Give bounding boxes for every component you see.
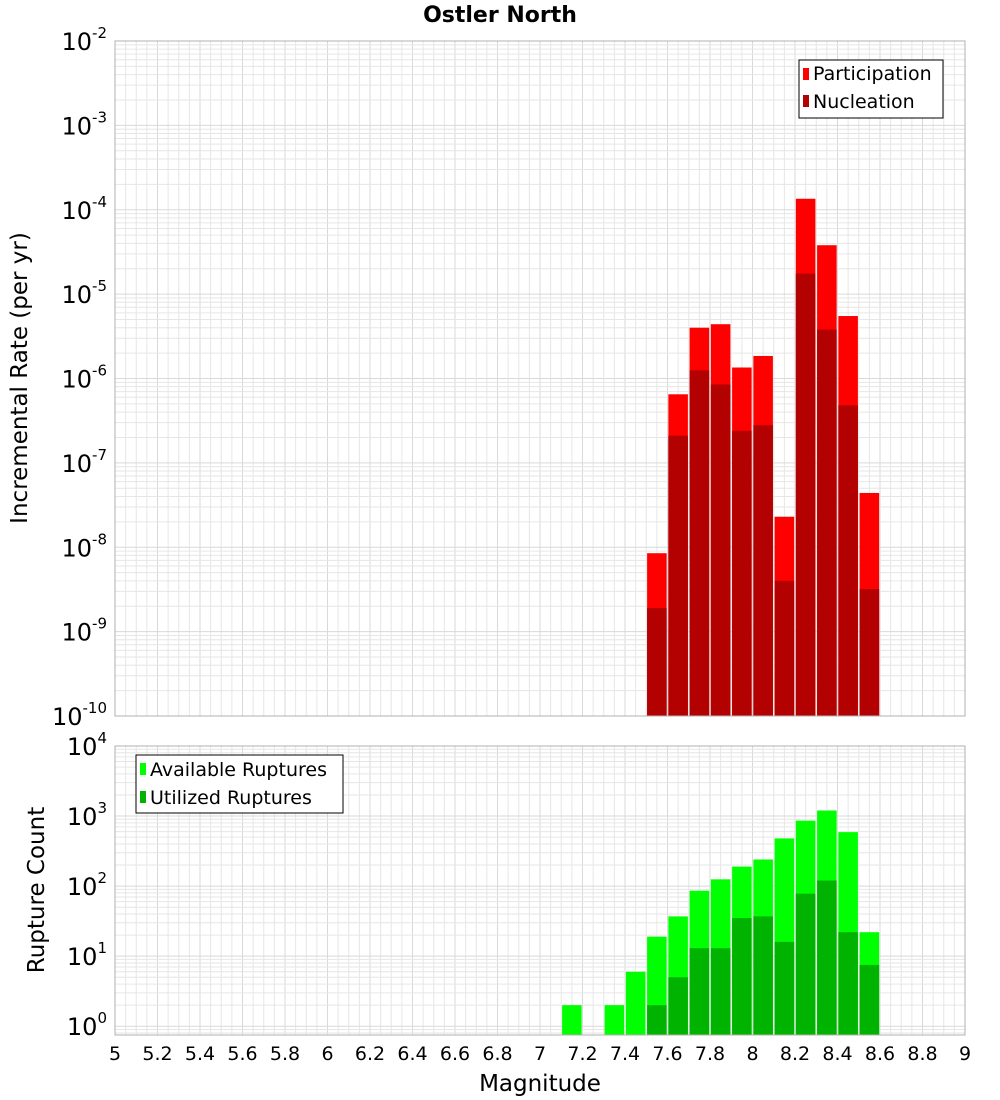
- x-tick-label: 6.6: [440, 1043, 470, 1065]
- bottom-bars: [562, 810, 880, 1035]
- top-plot-frame: [114, 40, 966, 717]
- bottom-bar-utilized-ruptures: [710, 948, 731, 1035]
- x-tick-label: 7.6: [652, 1043, 682, 1065]
- bottom-bar-utilized-ruptures: [732, 918, 752, 1035]
- top-bar-nucleation: [732, 430, 752, 716]
- y-tick-label: 10-2: [61, 24, 107, 56]
- x-tick-label: 7.8: [695, 1043, 725, 1065]
- top-bar-nucleation: [838, 405, 858, 716]
- y-tick-label: 10-10: [52, 699, 107, 731]
- y-tick-label: 10-8: [61, 530, 107, 562]
- legend-label-available-ruptures: Available Ruptures: [150, 759, 327, 781]
- bottom-y-axis-title: Rupture Count: [24, 807, 50, 973]
- legend-swatch-available-ruptures: [140, 763, 146, 775]
- x-tick-label: 5.8: [270, 1043, 300, 1065]
- bottom-bar-utilized-ruptures: [817, 880, 837, 1035]
- x-axis-title: Magnitude: [479, 1071, 601, 1097]
- top-bar-nucleation: [817, 329, 837, 716]
- x-tick-label: 6.8: [482, 1043, 512, 1065]
- x-tick-label: 7.2: [567, 1043, 597, 1065]
- top-bar-nucleation: [859, 589, 880, 716]
- legend-label-participation: Participation: [813, 63, 932, 85]
- bottom-bar-utilized-ruptures: [774, 941, 795, 1035]
- top-bars: [647, 198, 880, 717]
- x-tick-label: 8.8: [907, 1043, 937, 1065]
- y-tick-label: 103: [67, 799, 107, 831]
- x-tick-label: 8.2: [780, 1043, 810, 1065]
- bottom-bar-utilized-ruptures: [859, 964, 880, 1035]
- x-tick-label: 5.2: [142, 1043, 172, 1065]
- top-y-tick-labels: 10-2 10-3 10-4 10-5 10-6 10-7 10-8 10-9 10-10: [52, 24, 107, 731]
- x-tick-label: 8: [746, 1043, 758, 1065]
- top-gridlines: [114, 41, 966, 717]
- bottom-bar-utilized-ruptures: [795, 893, 816, 1035]
- bottom-panel: 104 103 102 101 100 Rupture Count Available …: [24, 729, 966, 1041]
- x-tick-label: 6: [321, 1043, 333, 1065]
- legend-label-utilized-ruptures: Utilized Ruptures: [150, 787, 312, 809]
- y-tick-label: 10-9: [61, 615, 107, 647]
- bottom-bar-utilized-ruptures: [753, 916, 773, 1035]
- x-tick-label: 5.4: [185, 1043, 215, 1065]
- x-tick-label: 8.4: [822, 1043, 852, 1065]
- y-tick-label: 10-7: [61, 446, 107, 478]
- bottom-bar-utilized-ruptures: [668, 977, 688, 1035]
- y-tick-label: 100: [67, 1009, 107, 1041]
- bottom-legend-box: [135, 754, 344, 814]
- bottom-bar-utilized-ruptures: [647, 1005, 667, 1035]
- legend-label-nucleation: Nucleation: [813, 91, 915, 113]
- x-tick-label: 7.4: [610, 1043, 640, 1065]
- y-tick-label: 10-6: [61, 362, 107, 394]
- top-bar-nucleation: [668, 435, 688, 716]
- x-tick-label: 7: [534, 1043, 546, 1065]
- x-tick-label: 5.6: [227, 1043, 257, 1065]
- top-legend: Participation Nucleation: [798, 59, 944, 119]
- y-tick-label: 104: [67, 729, 107, 761]
- bottom-plot-frame: [114, 745, 966, 1036]
- y-tick-label: 102: [67, 869, 107, 901]
- top-bar-nucleation: [710, 384, 731, 716]
- x-tick-label: 8.6: [865, 1043, 895, 1065]
- top-bar-nucleation: [689, 370, 710, 716]
- top-y-axis-title: Incremental Rate (per yr): [7, 232, 33, 524]
- bottom-legend: Available Ruptures Utilized Ruptures: [135, 754, 344, 814]
- chart-title: Ostler North: [423, 3, 577, 28]
- bottom-bar-available-ruptures: [625, 971, 646, 1035]
- bottom-bar-available-ruptures: [562, 1005, 582, 1035]
- y-tick-label: 101: [67, 939, 107, 971]
- bottom-bar-utilized-ruptures: [689, 948, 710, 1035]
- top-bar-nucleation: [647, 608, 667, 716]
- x-tick-label: 5: [109, 1043, 121, 1065]
- bottom-y-tick-labels: 104 103 102 101 100: [67, 729, 107, 1041]
- bottom-bar-utilized-ruptures: [838, 932, 858, 1035]
- y-tick-label: 10-5: [61, 277, 107, 309]
- bottom-bar-available-ruptures: [604, 1005, 625, 1035]
- x-tick-labels: 5 5.2 5.4 5.6 5.8 6 6.2 6.4 6.6 6.8 7 7.2 7.4 7.6 7.8 8…: [109, 1043, 971, 1065]
- x-tick-label: 6.2: [355, 1043, 385, 1065]
- x-tick-label: 9: [959, 1043, 971, 1065]
- top-panel: 10-2 10-3 10-4 10-5 10-6 10-7 10-8 10-9 10-10 In…: [7, 24, 966, 731]
- top-legend-box: [798, 59, 944, 119]
- top-bar-nucleation: [774, 580, 795, 716]
- y-tick-label: 10-4: [61, 193, 107, 225]
- top-bar-nucleation: [753, 425, 773, 716]
- legend-swatch-utilized-ruptures: [140, 791, 146, 803]
- legend-swatch-nucleation: [803, 95, 809, 107]
- x-tick-label: 6.4: [397, 1043, 427, 1065]
- top-bar-nucleation: [795, 273, 816, 716]
- legend-swatch-participation: [803, 68, 809, 80]
- y-tick-label: 10-3: [61, 108, 107, 140]
